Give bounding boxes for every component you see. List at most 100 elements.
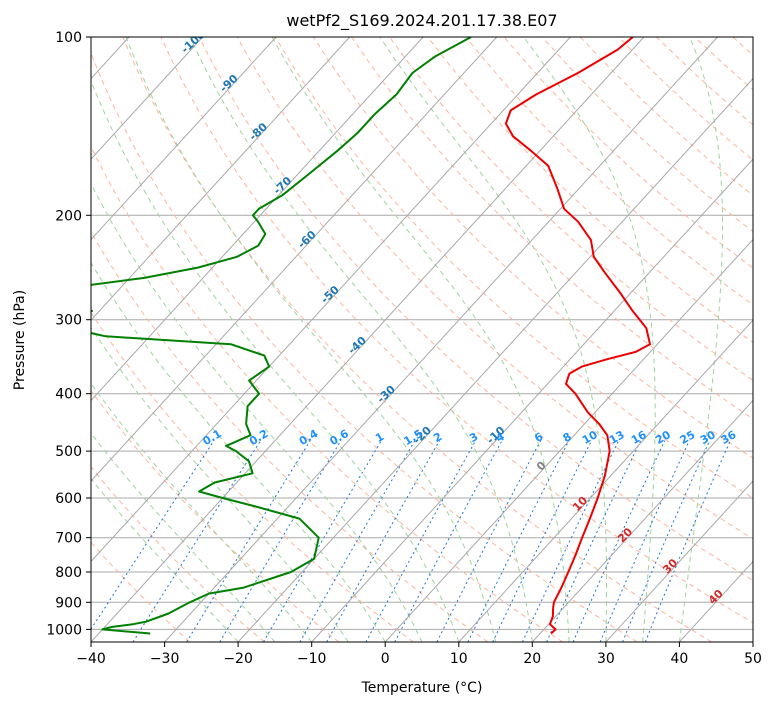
x-tick-label: −10: [297, 651, 327, 667]
moist-adiabat-line: [91, 432, 276, 642]
wet-bulb-label: 40: [706, 587, 726, 607]
sounding-profiles: [91, 37, 651, 635]
isotherm-line: [605, 480, 753, 642]
dry-adiabat-line: [91, 51, 638, 642]
isotherm-line: [679, 560, 753, 642]
mixing-ratio-line: [394, 440, 503, 642]
mixing-ratio-line: [186, 440, 311, 642]
mixing-ratio-line: [219, 440, 342, 642]
mixing-ratio-line: [492, 440, 593, 642]
dry-adiabats: [91, 37, 753, 642]
y-axis: 100 200 300 400 500 600 700 800 900 1000: [46, 30, 91, 638]
dry-adiabat-line: [91, 389, 340, 642]
x-tick-label: 10: [450, 651, 468, 667]
mixing-ratio-line: [644, 440, 731, 642]
mixing-ratio-label: 20: [653, 428, 673, 447]
wet-bulb-label: 30: [660, 556, 680, 576]
plot-area: -100-90-80-70-60-50-40-30-20 -100.1 0.2 0.4…: [91, 28, 753, 642]
isotherm-lines: [91, 37, 753, 642]
mixing-ratio-line: [622, 440, 711, 642]
isotherm-line: [237, 77, 753, 642]
x-tick-label: 20: [523, 651, 541, 667]
wet-bulb-label: 10: [570, 494, 590, 514]
mixing-ratio-label: 0.1: [201, 427, 224, 448]
x-tick-label: 50: [744, 651, 762, 667]
dry-adiabat-line: [160, 37, 753, 624]
moist-adiabat-line: [91, 478, 239, 642]
isotherm-label: -60: [295, 228, 319, 251]
chart-title: wetPf2_S169.2024.201.17.38.E07: [286, 11, 557, 31]
mixing-ratio-label: 13: [607, 428, 627, 447]
mixing-ratio-label: 25: [678, 428, 698, 447]
dry-adiabat-line: [351, 37, 753, 420]
isotherm-label: -70: [271, 174, 295, 197]
dry-adiabat-line: [427, 37, 753, 343]
mixing-ratio-lines: [91, 440, 731, 642]
mixing-ratio-line: [91, 440, 215, 631]
y-tick-label: 300: [55, 313, 82, 329]
isotherm-line: [91, 37, 351, 321]
moist-adiabat-line: [91, 261, 386, 642]
moist-adiabat-line: [91, 79, 460, 642]
y-tick-label: 700: [55, 531, 82, 547]
dry-adiabat-line: [579, 37, 753, 197]
y-tick-label: 400: [55, 387, 82, 403]
mixing-ratio-label: 0.6: [328, 427, 352, 448]
mixing-ratio-label: 1: [373, 430, 386, 445]
dry-adiabat-line: [91, 311, 414, 642]
plot-frame: [90, 36, 754, 643]
moist-adiabat-line: [271, 37, 570, 642]
isotherm-label: -100: [179, 28, 208, 56]
dry-adiabat-line: [503, 37, 753, 269]
mixing-ratio-line: [326, 440, 441, 642]
isotherm-line: [91, 37, 203, 160]
moist-adiabat-line: [678, 37, 723, 642]
y-tick-label: 200: [55, 208, 82, 224]
x-tick-label: −40: [76, 651, 106, 667]
moist-adiabat-line: [125, 37, 497, 642]
y-tick-label: 800: [55, 565, 82, 581]
mixing-ratio-line: [263, 440, 382, 642]
y-axis-label: Pressure (hPa): [12, 290, 28, 390]
mixing-ratio-line: [546, 440, 642, 642]
moist-adiabat-line: [523, 37, 656, 642]
dewpoint-profile: [91, 37, 472, 635]
mixing-ratio-label: 0.4: [297, 427, 321, 448]
mixing-ratio-line: [132, 440, 262, 642]
dry-adiabat-line: [91, 466, 265, 642]
mixing-ratio-line: [436, 440, 542, 642]
x-tick-label: 30: [597, 651, 615, 667]
isotherm-line: [164, 37, 718, 642]
isotherm-line: [384, 238, 753, 642]
mixing-ratio-line: [365, 440, 477, 642]
isotherm-line: [91, 37, 498, 482]
moist-adiabat-line: [91, 182, 423, 642]
mixing-ratio-line: [467, 440, 570, 642]
isotherm-line: [311, 158, 753, 642]
x-axis-label: Temperature (°C): [361, 680, 483, 696]
isotherm-label: -30: [375, 383, 399, 406]
mixing-ratio-label: 6: [532, 430, 545, 445]
temperature-profile: [504, 37, 651, 635]
moist-adiabat-line: [379, 37, 607, 642]
dry-adiabat-line: [91, 145, 563, 642]
mixing-ratio-label: 16: [629, 428, 649, 447]
y-tick-label: 900: [55, 595, 82, 611]
dry-adiabat-line: [618, 37, 753, 161]
dry-adiabat-line: [274, 37, 753, 499]
isotherm-line: [752, 641, 753, 642]
dry-adiabat-line: [389, 37, 753, 381]
dry-adiabat-line: [732, 37, 753, 56]
mixing-ratio-label: 2: [431, 430, 444, 445]
mixing-ratio-label: 36: [719, 428, 739, 447]
isotherm-label: -90: [217, 72, 241, 95]
pressure-gridlines: [91, 37, 753, 630]
isotherm-line: [91, 37, 277, 241]
x-tick-label: 40: [670, 651, 688, 667]
mixing-ratio-line: [572, 440, 666, 642]
y-tick-label: 500: [55, 444, 82, 460]
mixing-ratio-label: 10: [580, 428, 600, 447]
y-tick-label: 600: [55, 491, 82, 507]
isotherm-line: [91, 37, 571, 563]
